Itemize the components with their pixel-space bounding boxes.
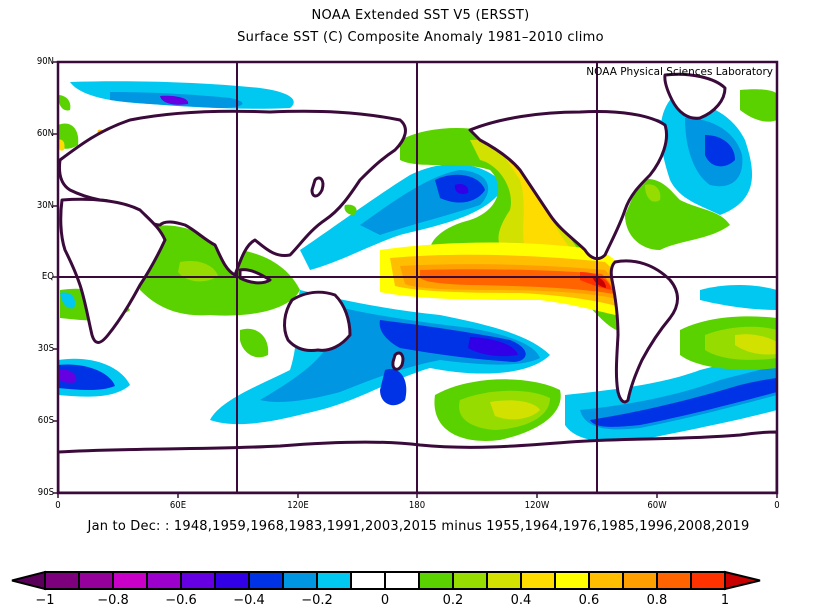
grid-lines [58, 62, 777, 493]
chart-subtitle: Surface SST (C) Composite Anomaly 1981–2… [237, 30, 604, 45]
lon-label-180: 180 [408, 500, 426, 511]
lon-label-120w: 120W [524, 500, 550, 511]
lon-label-60e: 60E [169, 500, 187, 511]
colorbar-label: −1 [35, 593, 55, 608]
colorbar-label: −0.6 [165, 593, 197, 608]
colorbar-label: −0.8 [97, 593, 129, 608]
lat-label-90n: 90N [36, 56, 54, 67]
colorbar-high-arrow [724, 570, 761, 591]
chart-title: NOAA Extended SST V5 (ERSST) [311, 8, 530, 23]
lon-label-0: 0 [55, 500, 61, 511]
lat-label-60n: 60N [36, 128, 54, 139]
colorbar-label: 0.6 [578, 593, 600, 608]
lat-label-eq: EQ [41, 271, 54, 282]
lat-label-60s: 60S [37, 415, 54, 426]
colorbar-label: −0.4 [233, 593, 265, 608]
colorbar-label: 0.8 [646, 593, 668, 608]
colorbar-label: 0.4 [510, 593, 532, 608]
lat-label-90s: 90S [37, 487, 54, 498]
axis-ticks [53, 61, 778, 498]
colorbar-label: 1 [720, 593, 730, 608]
colorbar-label: −0.2 [301, 593, 333, 608]
lon-label-0-east: 0 [774, 500, 780, 511]
lat-label-30n: 30N [36, 200, 54, 211]
lat-label-30s: 30S [37, 343, 54, 354]
lon-label-120e: 120E [287, 500, 309, 511]
colorbar-label: 0.2 [442, 593, 464, 608]
composite-description: Jan to Dec: : 1948,1959,1968,1983,1991,2… [87, 519, 750, 534]
colorbar [11, 570, 761, 591]
credit-label: NOAA Physical Sciences Laboratory [586, 66, 773, 78]
colorbar-label: 0 [380, 593, 390, 608]
lon-label-60w: 60W [647, 500, 667, 511]
colorbar-low-arrow [11, 570, 46, 591]
